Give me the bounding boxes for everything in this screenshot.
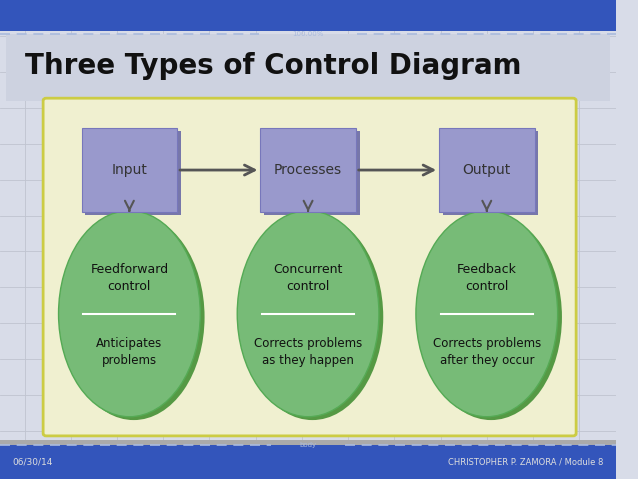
Text: Concurrent
control: Concurrent control <box>274 263 343 293</box>
Ellipse shape <box>237 211 379 417</box>
Ellipse shape <box>420 214 562 420</box>
FancyBboxPatch shape <box>264 131 360 215</box>
Ellipse shape <box>242 214 383 420</box>
Text: Processes: Processes <box>274 163 342 177</box>
FancyBboxPatch shape <box>439 128 535 212</box>
FancyBboxPatch shape <box>260 128 356 212</box>
Bar <box>0 440 616 445</box>
Bar <box>6 34 610 101</box>
Text: Output: Output <box>463 163 511 177</box>
FancyBboxPatch shape <box>443 131 538 215</box>
Text: Anticipates
problems: Anticipates problems <box>96 337 163 367</box>
Text: Input: Input <box>112 163 147 177</box>
Text: Feedback
control: Feedback control <box>457 263 517 293</box>
Text: CHRISTOPHER P. ZAMORA / Module 8: CHRISTOPHER P. ZAMORA / Module 8 <box>449 458 604 467</box>
Text: 06/30/14: 06/30/14 <box>12 458 53 467</box>
Text: body: body <box>299 442 316 447</box>
FancyBboxPatch shape <box>85 131 181 215</box>
Text: 100.00%: 100.00% <box>292 31 323 36</box>
Text: Three Types of Control Diagram: Three Types of Control Diagram <box>25 52 521 80</box>
Ellipse shape <box>59 211 200 417</box>
Bar <box>0 0 616 31</box>
Text: Corrects problems
after they occur: Corrects problems after they occur <box>433 337 541 367</box>
Text: Feedforward
control: Feedforward control <box>91 263 168 293</box>
Bar <box>0 445 616 479</box>
FancyBboxPatch shape <box>82 128 177 212</box>
FancyBboxPatch shape <box>43 98 576 436</box>
Ellipse shape <box>416 211 558 417</box>
Ellipse shape <box>63 214 205 420</box>
Text: Corrects problems
as they happen: Corrects problems as they happen <box>254 337 362 367</box>
